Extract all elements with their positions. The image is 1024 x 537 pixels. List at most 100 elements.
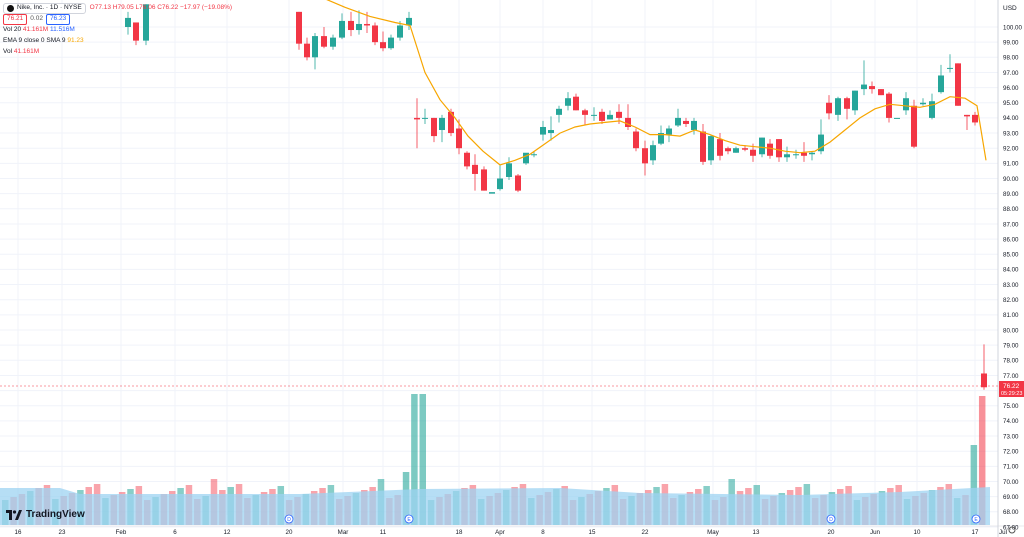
candle [133,22,139,46]
price-axis[interactable]: USD 100.00 99.00 98.00 97.00 96.00 95.00 94.00 9… [999,5,1024,537]
dividend-marker[interactable]: D [284,514,294,524]
candle [894,117,900,119]
candle [143,4,149,46]
candle [793,149,799,159]
currency-label: USD [1003,5,1017,12]
current-price-badge [999,381,1024,397]
time-tick-label: Jun [870,529,881,536]
candle [658,125,664,146]
candle [582,108,588,126]
candle [356,10,362,35]
candle [964,114,970,131]
candlesticks [125,4,987,390]
candle [540,120,546,141]
candle [886,92,892,123]
current-price-label: 76.22 [1003,383,1020,390]
candle [372,22,378,46]
candle [861,60,867,96]
price-tick-label: 99.00 [1003,39,1019,46]
time-tick-label: 12 [224,529,231,536]
candle [700,123,706,165]
time-tick-label: 20 [828,529,835,536]
candle [625,104,631,131]
candle [296,11,302,50]
ema-label: EMA 9 close 0 SMA 9 [3,37,66,45]
candle [406,11,412,31]
price-tick-label: 78.00 [1003,358,1019,365]
candle [835,96,841,121]
candle [548,116,554,141]
price-tick-label: 89.00 [1003,191,1019,198]
volume-bar [978,396,986,525]
price-tick-label: 97.00 [1003,70,1019,77]
ask-price[interactable]: 76.23 [45,14,71,25]
candle [422,108,428,124]
time-tick-label: 10 [914,529,921,536]
candle [472,154,478,191]
volume-ma-area [0,487,990,525]
candle [675,108,681,127]
candle [683,117,689,127]
candle [348,11,354,37]
time-tick-label: Jul [999,529,1007,536]
time-tick-label: 8 [541,529,545,536]
price-tick-label: 92.00 [1003,146,1019,153]
svg-text:E: E [407,517,411,523]
candle [380,31,386,52]
dividend-marker[interactable]: D [826,514,836,524]
time-tick-label: Mar [338,529,349,536]
candle [708,134,714,165]
candle [972,111,978,126]
symbol-title[interactable]: Nike, Inc. · 1D · NYSE [3,3,86,14]
svg-text:D: D [829,517,833,523]
time-tick-label: 23 [59,529,66,536]
time-tick-label: May [707,529,720,536]
candle [844,96,850,120]
candle [397,20,403,41]
candle [809,151,815,161]
candle [515,173,521,193]
svg-text:D: D [287,517,291,523]
volume-bar [419,394,426,525]
candle [565,92,571,111]
price-tick-label: 73.00 [1003,433,1019,440]
candle [920,98,926,106]
time-tick-label: 18 [456,529,463,536]
time-tick-label: Feb [116,529,127,536]
price-tick-label: 79.00 [1003,342,1019,349]
earnings-marker[interactable]: E [404,514,414,524]
tradingview-logo[interactable]: TradingView [6,509,85,520]
time-axis[interactable]: 16 23 Feb 6 12 20 Mar 11 18 Apr 8 15 22 May 13 20 Jun 10 1… [15,529,1007,536]
vol20-ma-value: 11.516M [50,26,75,34]
candle [818,119,824,155]
ema-value: 91.23 [67,37,84,45]
candle [304,37,310,61]
candle [531,151,537,158]
time-tick-label: Apr [495,529,505,536]
candle [339,13,345,40]
brand-name: TradingView [26,509,85,520]
price-tick-label: 81.00 [1003,312,1019,319]
bid-price[interactable]: 76.21 [3,14,28,25]
candle [330,34,336,50]
vol-label: Vol [3,48,13,56]
price-tick-label: 82.00 [1003,297,1019,304]
chart-legend: Nike, Inc. · 1D · NYSE O77.13 H79.05 L76… [3,3,232,58]
candle [497,164,503,191]
price-tick-label: 80.00 [1003,327,1019,334]
candle [481,166,487,191]
price-tick-label: 69.00 [1003,494,1019,501]
candle [929,93,935,120]
candle [125,11,131,35]
candle [938,64,944,94]
settings-gear-icon[interactable] [1008,526,1016,534]
time-tick-label: 15 [589,529,596,536]
tradingview-logo-icon [6,509,22,520]
candle [852,90,858,115]
time-tick-label: 13 [753,529,760,536]
candle [556,105,562,123]
earnings-marker[interactable]: E [971,514,981,524]
